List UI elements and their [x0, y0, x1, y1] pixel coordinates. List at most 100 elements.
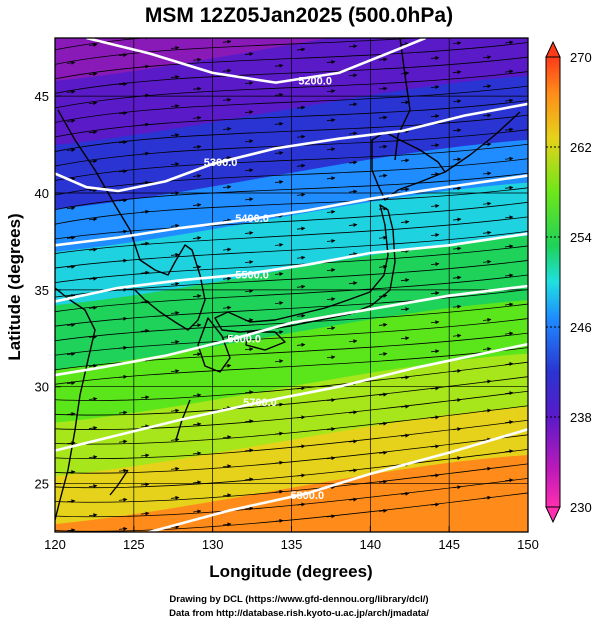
wind-arrow: [504, 40, 514, 45]
wind-arrow: [504, 391, 514, 396]
wind-arrow: [140, 122, 150, 127]
wind-arrow: [244, 477, 254, 482]
wind-arrow: [192, 294, 202, 299]
wind-arrow: [88, 72, 98, 76]
wind-arrow: [378, 508, 388, 513]
wind-arrow: [482, 142, 492, 147]
wind-arrow: [482, 171, 492, 176]
wind-arrow: [483, 28, 491, 29]
wind-arrow: [118, 439, 128, 444]
wind-arrow: [430, 349, 440, 354]
wind-arrow: [170, 495, 180, 500]
wind-arrow: [504, 156, 514, 161]
streamline: [55, 230, 528, 269]
height-contour: [55, 342, 528, 452]
wind-arrow: [192, 57, 202, 62]
wind-arrow: [430, 262, 440, 267]
y-tick-label: 45: [35, 89, 49, 104]
wind-arrow: [244, 168, 254, 173]
wind-arrow: [504, 331, 514, 336]
wind-arrow: [66, 528, 76, 532]
wind-arrow: [452, 217, 462, 222]
wind-arrow: [170, 223, 180, 228]
wind-arrow: [400, 158, 410, 163]
wind-arrow: [118, 287, 128, 292]
x-tick-label: 140: [359, 537, 381, 552]
wind-arrow: [244, 506, 254, 511]
wind-arrow: [88, 426, 98, 430]
wind-arrow: [88, 305, 98, 310]
wind-arrow: [326, 118, 336, 123]
wind-arrow: [430, 386, 440, 391]
wind-arrow: [140, 209, 150, 214]
wind-arrow: [222, 305, 232, 310]
wind-arrow: [482, 408, 492, 413]
height-contours: 5200.0 5300.0 5400.0 5500.0 5600.0 5700.0 5800…: [55, 38, 528, 532]
wind-arrow: [66, 118, 76, 123]
contour-label: 5600.0: [227, 333, 261, 345]
wind-arrow: [274, 271, 284, 276]
wind-arrow: [505, 13, 513, 14]
wind-arrow: [326, 239, 336, 243]
height-contour: [145, 428, 528, 532]
wind-arrow: [400, 187, 410, 192]
streamline: [55, 114, 528, 152]
wind-arrow: [378, 235, 388, 240]
wind-arrow: [482, 55, 492, 60]
x-tick-label: 120: [44, 537, 66, 552]
wind-arrow: [378, 322, 388, 327]
wind-arrow: [118, 53, 128, 58]
wind-arrow: [296, 255, 306, 260]
contour-label: 5400.0: [235, 213, 269, 225]
colorbar-tick-label: 230: [570, 500, 592, 515]
wind-arrow: [430, 320, 440, 325]
wind-arrow: [140, 270, 150, 275]
wind-arrow: [326, 147, 336, 152]
wind-arrow: [326, 326, 336, 331]
wind-arrow: [274, 489, 284, 494]
wind-arrow: [296, 473, 306, 478]
wind-arrow: [140, 453, 150, 458]
x-tick-label: 125: [123, 537, 145, 552]
wind-arrow: [88, 159, 98, 164]
wind-arrow: [88, 130, 98, 135]
wind-arrow: [348, 439, 358, 444]
wind-arrow: [222, 155, 232, 160]
temperature-shading: [55, 38, 528, 532]
streamline: [55, 172, 528, 211]
streamline: [55, 492, 528, 532]
wind-arrow: [118, 111, 128, 116]
wind-arrow: [170, 408, 180, 413]
streamline: [55, 201, 528, 240]
height-contour: [55, 102, 528, 193]
wind-arrow: [452, 398, 462, 403]
wind-arrow: [222, 97, 232, 102]
wind-arrow: [140, 180, 150, 185]
wind-arrow: [170, 369, 180, 374]
wind-arrow: [504, 215, 514, 220]
y-axis-ticks: 25 30 35 40 45: [35, 89, 61, 492]
wind-arrow: [192, 509, 202, 514]
wind-arrow: [296, 313, 306, 318]
streamline: [55, 303, 528, 342]
wind-arrow: [66, 470, 76, 475]
wind-arrow: [88, 455, 98, 460]
wind-arrow: [222, 464, 232, 469]
wind-arrow: [222, 522, 232, 527]
contour-label: 5700.0: [243, 397, 277, 409]
colorbar-tick-label: 262: [570, 140, 592, 155]
wind-arrow: [348, 339, 358, 344]
wind-arrow: [192, 144, 202, 149]
wind-arrow: [170, 524, 180, 529]
x-tick-label: 145: [438, 537, 460, 552]
wind-arrow: [192, 236, 202, 241]
wind-arrow: [296, 105, 306, 110]
wind-arrow: [452, 304, 462, 309]
wind-arrow: [222, 68, 232, 73]
wind-arrow: [452, 369, 462, 373]
wind-arrow: [326, 427, 336, 432]
wind-arrow: [170, 162, 180, 167]
wind-arrow: [348, 189, 358, 194]
wind-arrow: [118, 345, 128, 350]
